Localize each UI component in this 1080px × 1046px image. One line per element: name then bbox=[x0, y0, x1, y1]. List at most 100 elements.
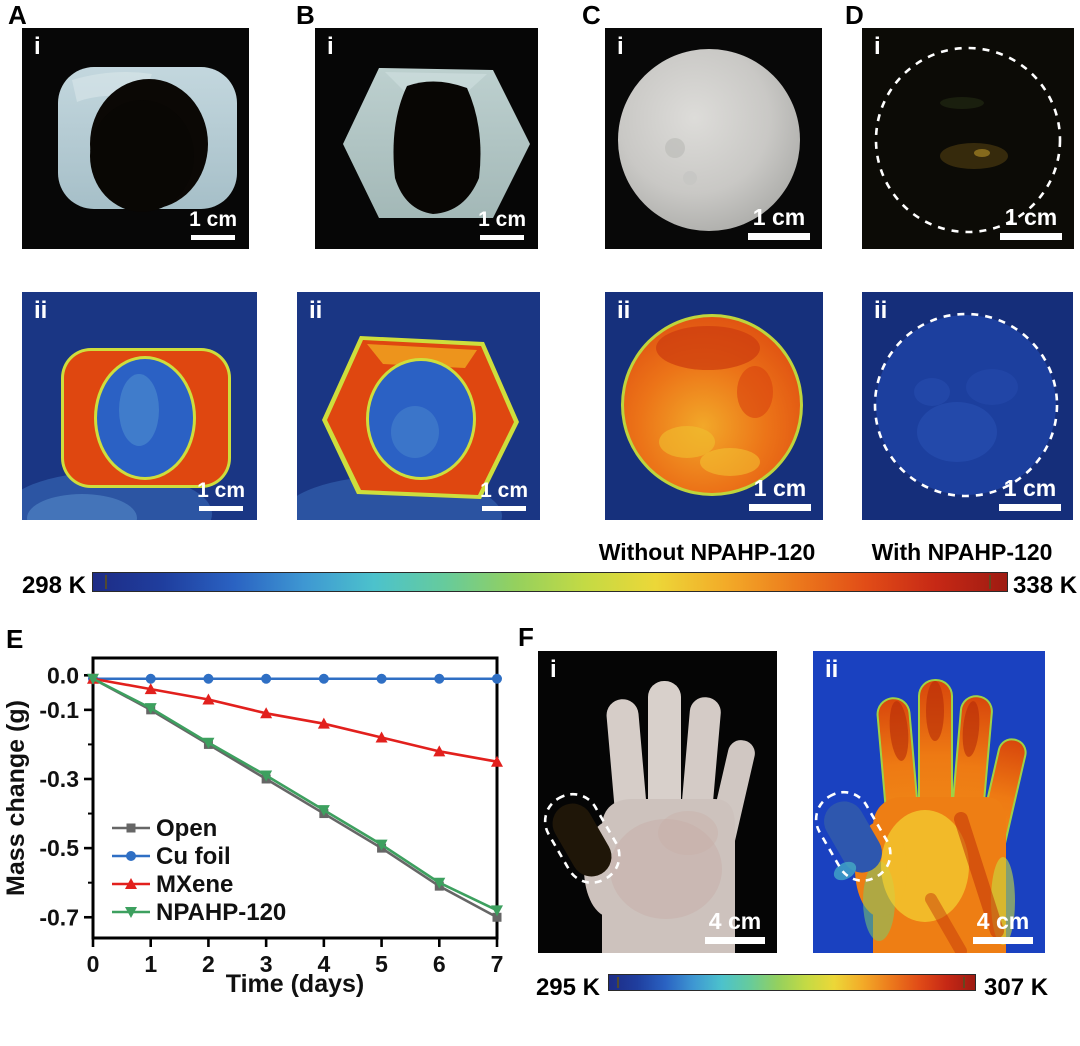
faint-sample-smudge bbox=[940, 143, 1008, 169]
marker-triangle-up bbox=[202, 693, 215, 705]
npahp-thumb-patch bbox=[552, 803, 612, 877]
scale-bar-label: 1 cm bbox=[478, 207, 526, 231]
subpanel-label-i: i bbox=[34, 33, 41, 60]
plot-border bbox=[91, 656, 499, 940]
scale-bar-label: 4 cm bbox=[976, 907, 1030, 934]
thermal-panel-a-ii: ii 1 cm bbox=[22, 292, 257, 520]
subpanel-label-i: i bbox=[327, 33, 334, 60]
scale-bar-line bbox=[999, 504, 1061, 511]
y-tick-label: -0.7 bbox=[39, 904, 79, 930]
marker-square bbox=[126, 823, 136, 833]
subpanel-label-ii: ii bbox=[34, 297, 48, 324]
scale-bar-line bbox=[480, 235, 525, 240]
scale-bar-line bbox=[191, 235, 236, 240]
marker-circle bbox=[261, 673, 272, 684]
scale-bar-line bbox=[482, 506, 527, 511]
subpanel-label-i: i bbox=[617, 33, 624, 60]
subpanel-label-i: i bbox=[874, 33, 881, 60]
scale-bar: 1 cm bbox=[1000, 205, 1062, 240]
panel-letter-f: F bbox=[518, 622, 534, 652]
colorbar-tick bbox=[989, 575, 991, 589]
panel-letter-e: E bbox=[6, 624, 24, 654]
photo-panel-a-i: i 1 cm bbox=[22, 28, 249, 249]
x-tick-label: 6 bbox=[433, 951, 446, 977]
scale-bar-label: 1 cm bbox=[752, 203, 806, 230]
scale-bar: 1 cm bbox=[197, 478, 245, 511]
x-tick-label: 7 bbox=[491, 951, 504, 977]
x-axis-label: Time (days) bbox=[226, 970, 364, 998]
thermal-hexagon bbox=[297, 292, 540, 520]
legend-label: NPAHP-120 bbox=[156, 899, 286, 926]
scale-bar-line bbox=[973, 937, 1033, 944]
marker-triangle-down bbox=[375, 839, 388, 851]
panel-letter-a: A bbox=[8, 0, 27, 30]
scale-bar-line bbox=[1000, 233, 1062, 240]
scale-bar: 1 cm bbox=[189, 207, 237, 240]
hydrogel-sphere bbox=[618, 49, 800, 231]
marker-circle bbox=[492, 673, 502, 684]
photo-sphere-sample bbox=[605, 28, 822, 249]
y-tick-label: -0.3 bbox=[39, 766, 79, 792]
marker-triangle-down bbox=[87, 673, 99, 685]
cold-core bbox=[369, 361, 473, 477]
dashed-thumb-outline bbox=[543, 792, 621, 884]
photo-panel-d-i: i 1 cm bbox=[862, 28, 1074, 249]
dashed-thumb-outline bbox=[814, 790, 892, 882]
scale-bar-line bbox=[748, 233, 810, 240]
scale-bar-label: 1 cm bbox=[189, 207, 237, 231]
marker-triangle-up bbox=[433, 745, 446, 757]
thermal-rounded-square bbox=[22, 292, 257, 520]
scale-bar-line bbox=[199, 506, 244, 511]
series-line-mxene bbox=[92, 677, 498, 763]
x-tick-label: 0 bbox=[87, 951, 100, 977]
photo-glove-hand bbox=[538, 651, 777, 953]
marker-triangle-down bbox=[144, 703, 157, 715]
y-tick-label: 0.0 bbox=[47, 662, 79, 688]
hand bbox=[814, 679, 1027, 953]
marker-triangle-down bbox=[125, 907, 137, 918]
scale-bar-label: 1 cm bbox=[480, 478, 528, 502]
subpanel-label-ii: ii bbox=[617, 297, 631, 324]
x-tick-label: 4 bbox=[317, 951, 330, 977]
dashed-outline-circle bbox=[874, 46, 1062, 234]
scale-bar: 1 cm bbox=[478, 207, 526, 240]
marker-circle bbox=[145, 673, 156, 684]
colorbar-bottom: 295 K 307 K bbox=[520, 968, 1080, 1002]
panel-letter-b: B bbox=[296, 0, 315, 30]
scale-bar: 1 cm bbox=[748, 205, 810, 240]
marker-triangle-down bbox=[202, 737, 215, 749]
scale-bar-line bbox=[749, 504, 811, 511]
colorbar-bottom-max-label: 307 K bbox=[984, 974, 1049, 1001]
legend-label: MXene bbox=[156, 871, 233, 898]
x-tick-label: 5 bbox=[375, 951, 388, 977]
cold-thumb-patch bbox=[824, 801, 882, 873]
colorbar-top-max-label: 338 K bbox=[1013, 572, 1078, 599]
series-line-npahp-120 bbox=[92, 677, 498, 912]
colorbar-tick bbox=[963, 977, 965, 988]
caption-with-npahp: With NPAHP-120 bbox=[871, 539, 1053, 565]
colorbar-bottom-min-label: 295 K bbox=[535, 974, 600, 1001]
subpanel-label-ii: ii bbox=[874, 297, 888, 324]
scale-bar: 4 cm bbox=[973, 909, 1033, 944]
mass-change-chart: 0.0 -0.1 -0.3 -0.5 -0.7 0 1 2 3 4 5 6 7 Time (days) Ma… bbox=[2, 656, 504, 998]
thermal-panel-c-ii: ii 1 cm bbox=[605, 292, 823, 520]
y-axis-label: Mass change (g) bbox=[2, 700, 30, 896]
photo-dark-sample bbox=[862, 28, 1074, 249]
caption-without-npahp: Without NPAHP-120 bbox=[598, 539, 816, 565]
scale-bar-label: 1 cm bbox=[1004, 203, 1058, 230]
panel-letter-c: C bbox=[582, 0, 601, 30]
scale-bar: 1 cm bbox=[480, 478, 528, 511]
scale-bar-label: 1 cm bbox=[197, 478, 245, 502]
x-tick-label: 3 bbox=[260, 951, 273, 977]
marker-triangle-up bbox=[144, 683, 157, 695]
x-tick-label: 1 bbox=[144, 951, 157, 977]
marker-triangle-up bbox=[491, 755, 503, 767]
dark-sample-blob bbox=[393, 81, 481, 214]
y-tick-label: -0.1 bbox=[39, 697, 79, 723]
marker-circle bbox=[126, 851, 136, 861]
marker-triangle-down bbox=[433, 877, 446, 889]
marker-triangle-down bbox=[317, 805, 330, 817]
colorbar-top: 298 K 338 K bbox=[0, 568, 1080, 604]
series-line-open bbox=[92, 677, 498, 919]
marker-circle bbox=[318, 673, 329, 684]
